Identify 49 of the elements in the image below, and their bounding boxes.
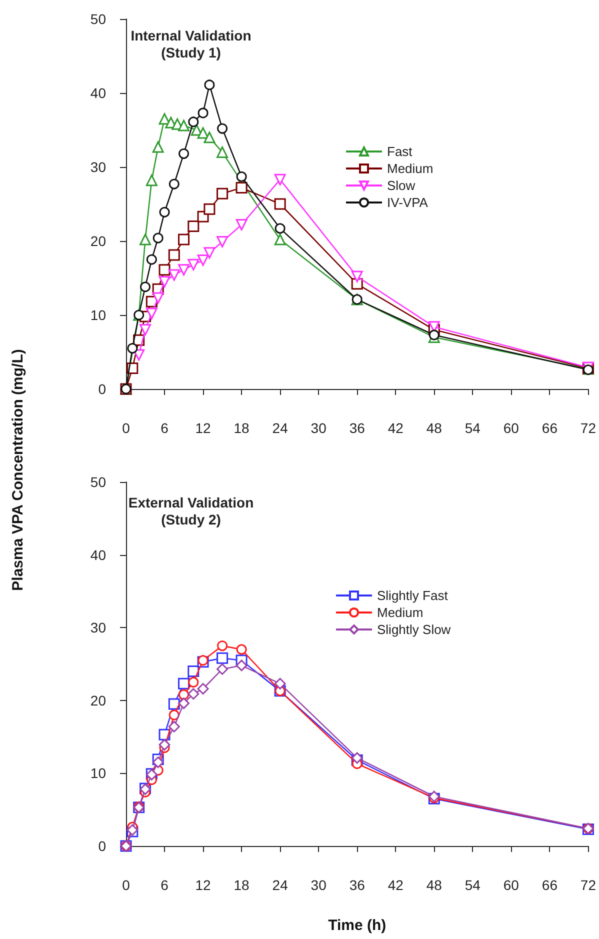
text: Internal Validation (Study 1) (130, 28, 252, 60)
y-tick-label: 10 (90, 307, 106, 323)
x-tick-label: 72 (580, 420, 596, 436)
x-tick-label: 36 (349, 420, 366, 436)
x-tick-label: 66 (542, 877, 558, 893)
x-tick-label: 0 (122, 877, 130, 893)
x-tick-label: 60 (503, 877, 520, 893)
legend-label: Slow (387, 178, 416, 193)
y-tick-label: 0 (98, 838, 106, 854)
x-tick-label: 24 (272, 420, 288, 436)
x-tick-label: 54 (464, 877, 481, 893)
x-tick-label: 12 (195, 420, 212, 436)
x-tick-label: 18 (234, 420, 250, 436)
y-tick-label: 40 (90, 85, 106, 101)
x-tick-label: 48 (426, 877, 442, 893)
y-tick-label: 30 (90, 620, 106, 636)
y-tick-label: 50 (90, 11, 106, 27)
x-tick-label: 18 (234, 877, 250, 893)
x-tick-label: 24 (272, 877, 288, 893)
x-tick-label: 54 (464, 420, 481, 436)
x-tick-label: 60 (503, 420, 520, 436)
y-tick-label: 40 (90, 546, 106, 563)
legend-label: Slightly Slow (377, 622, 452, 637)
x-tick-label: 30 (310, 877, 327, 893)
y-tick-label: 20 (90, 233, 106, 249)
x-tick-label: 42 (388, 420, 404, 436)
y-tick-label: 0 (98, 381, 106, 397)
x-tick-label: 66 (542, 420, 558, 436)
legend-label: Medium (377, 605, 424, 620)
x-tick-label: 12 (195, 877, 212, 893)
legend-label: Slightly Fast (377, 588, 448, 603)
x-tick-label: 48 (426, 420, 442, 436)
x-tick-label: 72 (580, 877, 596, 893)
y-axis-title: Plasma VPA Concentration (mg/L) (10, 349, 26, 591)
legend-label: Medium (387, 161, 434, 176)
y-tick-label: 50 (90, 474, 106, 490)
y-tick-label: 20 (90, 692, 106, 708)
x-tick-label: 30 (310, 420, 327, 436)
legend-label: IV-VPA (387, 195, 428, 210)
legend-label: Fast (387, 144, 413, 159)
x-tick-label: 36 (349, 877, 366, 893)
x-axis-title: Time (h) (328, 917, 386, 934)
x-tick-label: 42 (388, 877, 404, 893)
x-tick-label: 0 (122, 420, 130, 436)
x-tick-label: 6 (160, 420, 169, 436)
y-tick-label: 30 (90, 159, 106, 175)
y-tick-label: 10 (90, 765, 106, 782)
x-tick-label: 6 (160, 877, 169, 893)
text: External Validation (Study 2) (128, 494, 254, 528)
